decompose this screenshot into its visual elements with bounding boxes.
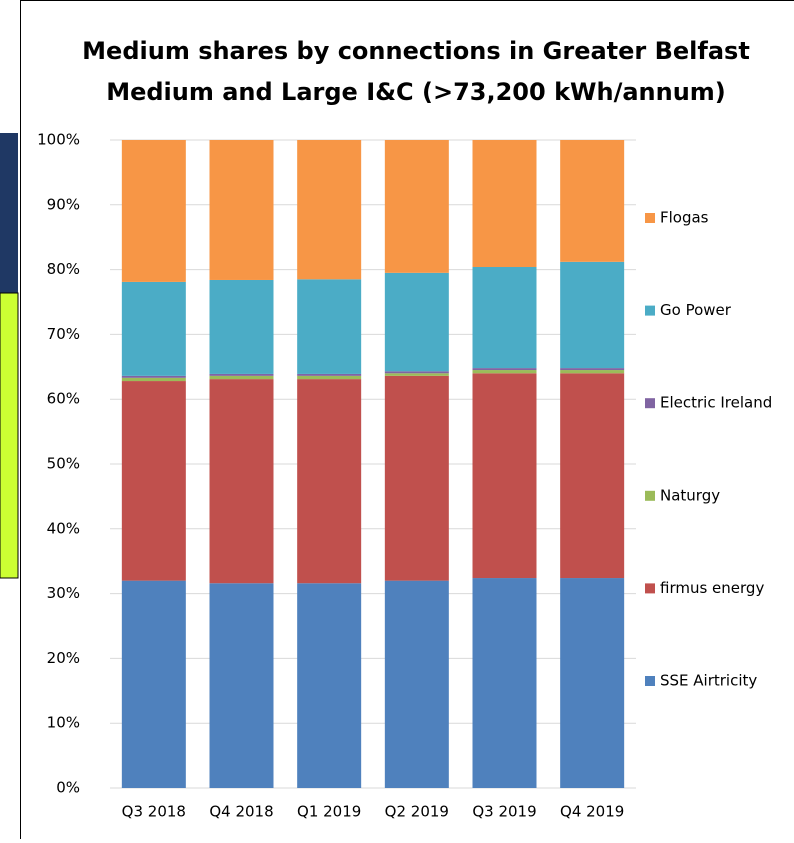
y-tick-label: 80% bbox=[47, 260, 80, 278]
legend-swatch bbox=[645, 583, 655, 593]
legend-swatch bbox=[645, 398, 655, 408]
side-panel bbox=[0, 293, 18, 578]
bar-segment bbox=[560, 140, 624, 262]
y-tick-label: 100% bbox=[37, 131, 80, 149]
bar-segment bbox=[473, 373, 537, 578]
bar-segment bbox=[122, 581, 186, 788]
bar-segment bbox=[385, 273, 449, 371]
bar-segment bbox=[122, 376, 186, 378]
bar-segment bbox=[473, 140, 537, 267]
legend-swatch bbox=[645, 306, 655, 316]
y-tick-label: 40% bbox=[47, 519, 80, 537]
bar-segment bbox=[473, 368, 537, 370]
y-tick-label: 90% bbox=[47, 195, 80, 213]
bar-segment bbox=[560, 262, 624, 368]
x-tick-label: Q4 2018 bbox=[209, 803, 273, 821]
bar-segment bbox=[473, 578, 537, 788]
bar-segment bbox=[210, 374, 274, 376]
y-tick-label: 50% bbox=[47, 455, 80, 473]
legend-label: Naturgy bbox=[660, 486, 720, 504]
legend-swatch bbox=[645, 491, 655, 501]
bar-segment bbox=[385, 373, 449, 376]
legend-label: Flogas bbox=[660, 209, 709, 227]
bar-segment bbox=[122, 381, 186, 581]
bar-segment bbox=[297, 140, 361, 279]
bar-segment bbox=[385, 581, 449, 788]
bar-segment bbox=[122, 378, 186, 381]
bar-segment bbox=[473, 267, 537, 368]
legend-label: Go Power bbox=[660, 301, 732, 319]
bar-segment bbox=[122, 282, 186, 376]
side-panel bbox=[0, 133, 18, 293]
x-tick-label: Q4 2019 bbox=[560, 803, 624, 821]
legend-swatch bbox=[645, 676, 655, 686]
y-tick-label: 10% bbox=[47, 714, 80, 732]
y-tick-label: 20% bbox=[47, 649, 80, 667]
bar-segment bbox=[560, 368, 624, 370]
legend-label: firmus energy bbox=[660, 579, 764, 597]
chart-title: Medium and Large I&C (>73,200 kWh/annum) bbox=[106, 78, 726, 106]
x-tick-label: Q1 2019 bbox=[297, 803, 361, 821]
bar-segment bbox=[473, 370, 537, 373]
legend-label: SSE Airtricity bbox=[660, 672, 757, 690]
x-tick-label: Q3 2019 bbox=[472, 803, 536, 821]
bar-segment bbox=[297, 379, 361, 583]
bar-segment bbox=[297, 374, 361, 376]
bar-segment bbox=[210, 583, 274, 788]
bar-segment bbox=[385, 376, 449, 581]
bar-segment bbox=[297, 279, 361, 374]
bar-segment bbox=[560, 370, 624, 373]
bar-segment bbox=[297, 376, 361, 379]
x-tick-label: Q3 2018 bbox=[122, 803, 186, 821]
y-tick-label: 30% bbox=[47, 584, 80, 602]
bar-segment bbox=[297, 583, 361, 788]
legend-swatch bbox=[645, 213, 655, 223]
bar-segment bbox=[385, 371, 449, 373]
y-tick-label: 70% bbox=[47, 325, 80, 343]
legend-label: Electric Ireland bbox=[660, 394, 772, 412]
chart-title: Medium shares by connections in Greater … bbox=[82, 37, 750, 65]
y-tick-label: 0% bbox=[56, 779, 80, 797]
bar-segment bbox=[210, 376, 274, 379]
bar-segment bbox=[210, 379, 274, 583]
bar-segment bbox=[560, 578, 624, 788]
x-tick-label: Q2 2019 bbox=[385, 803, 449, 821]
bar-segment bbox=[122, 140, 186, 282]
y-tick-label: 60% bbox=[47, 390, 80, 408]
bar-segment bbox=[210, 140, 274, 280]
bar-segment bbox=[560, 373, 624, 578]
bar-segment bbox=[210, 280, 274, 374]
bar-segment bbox=[385, 140, 449, 273]
